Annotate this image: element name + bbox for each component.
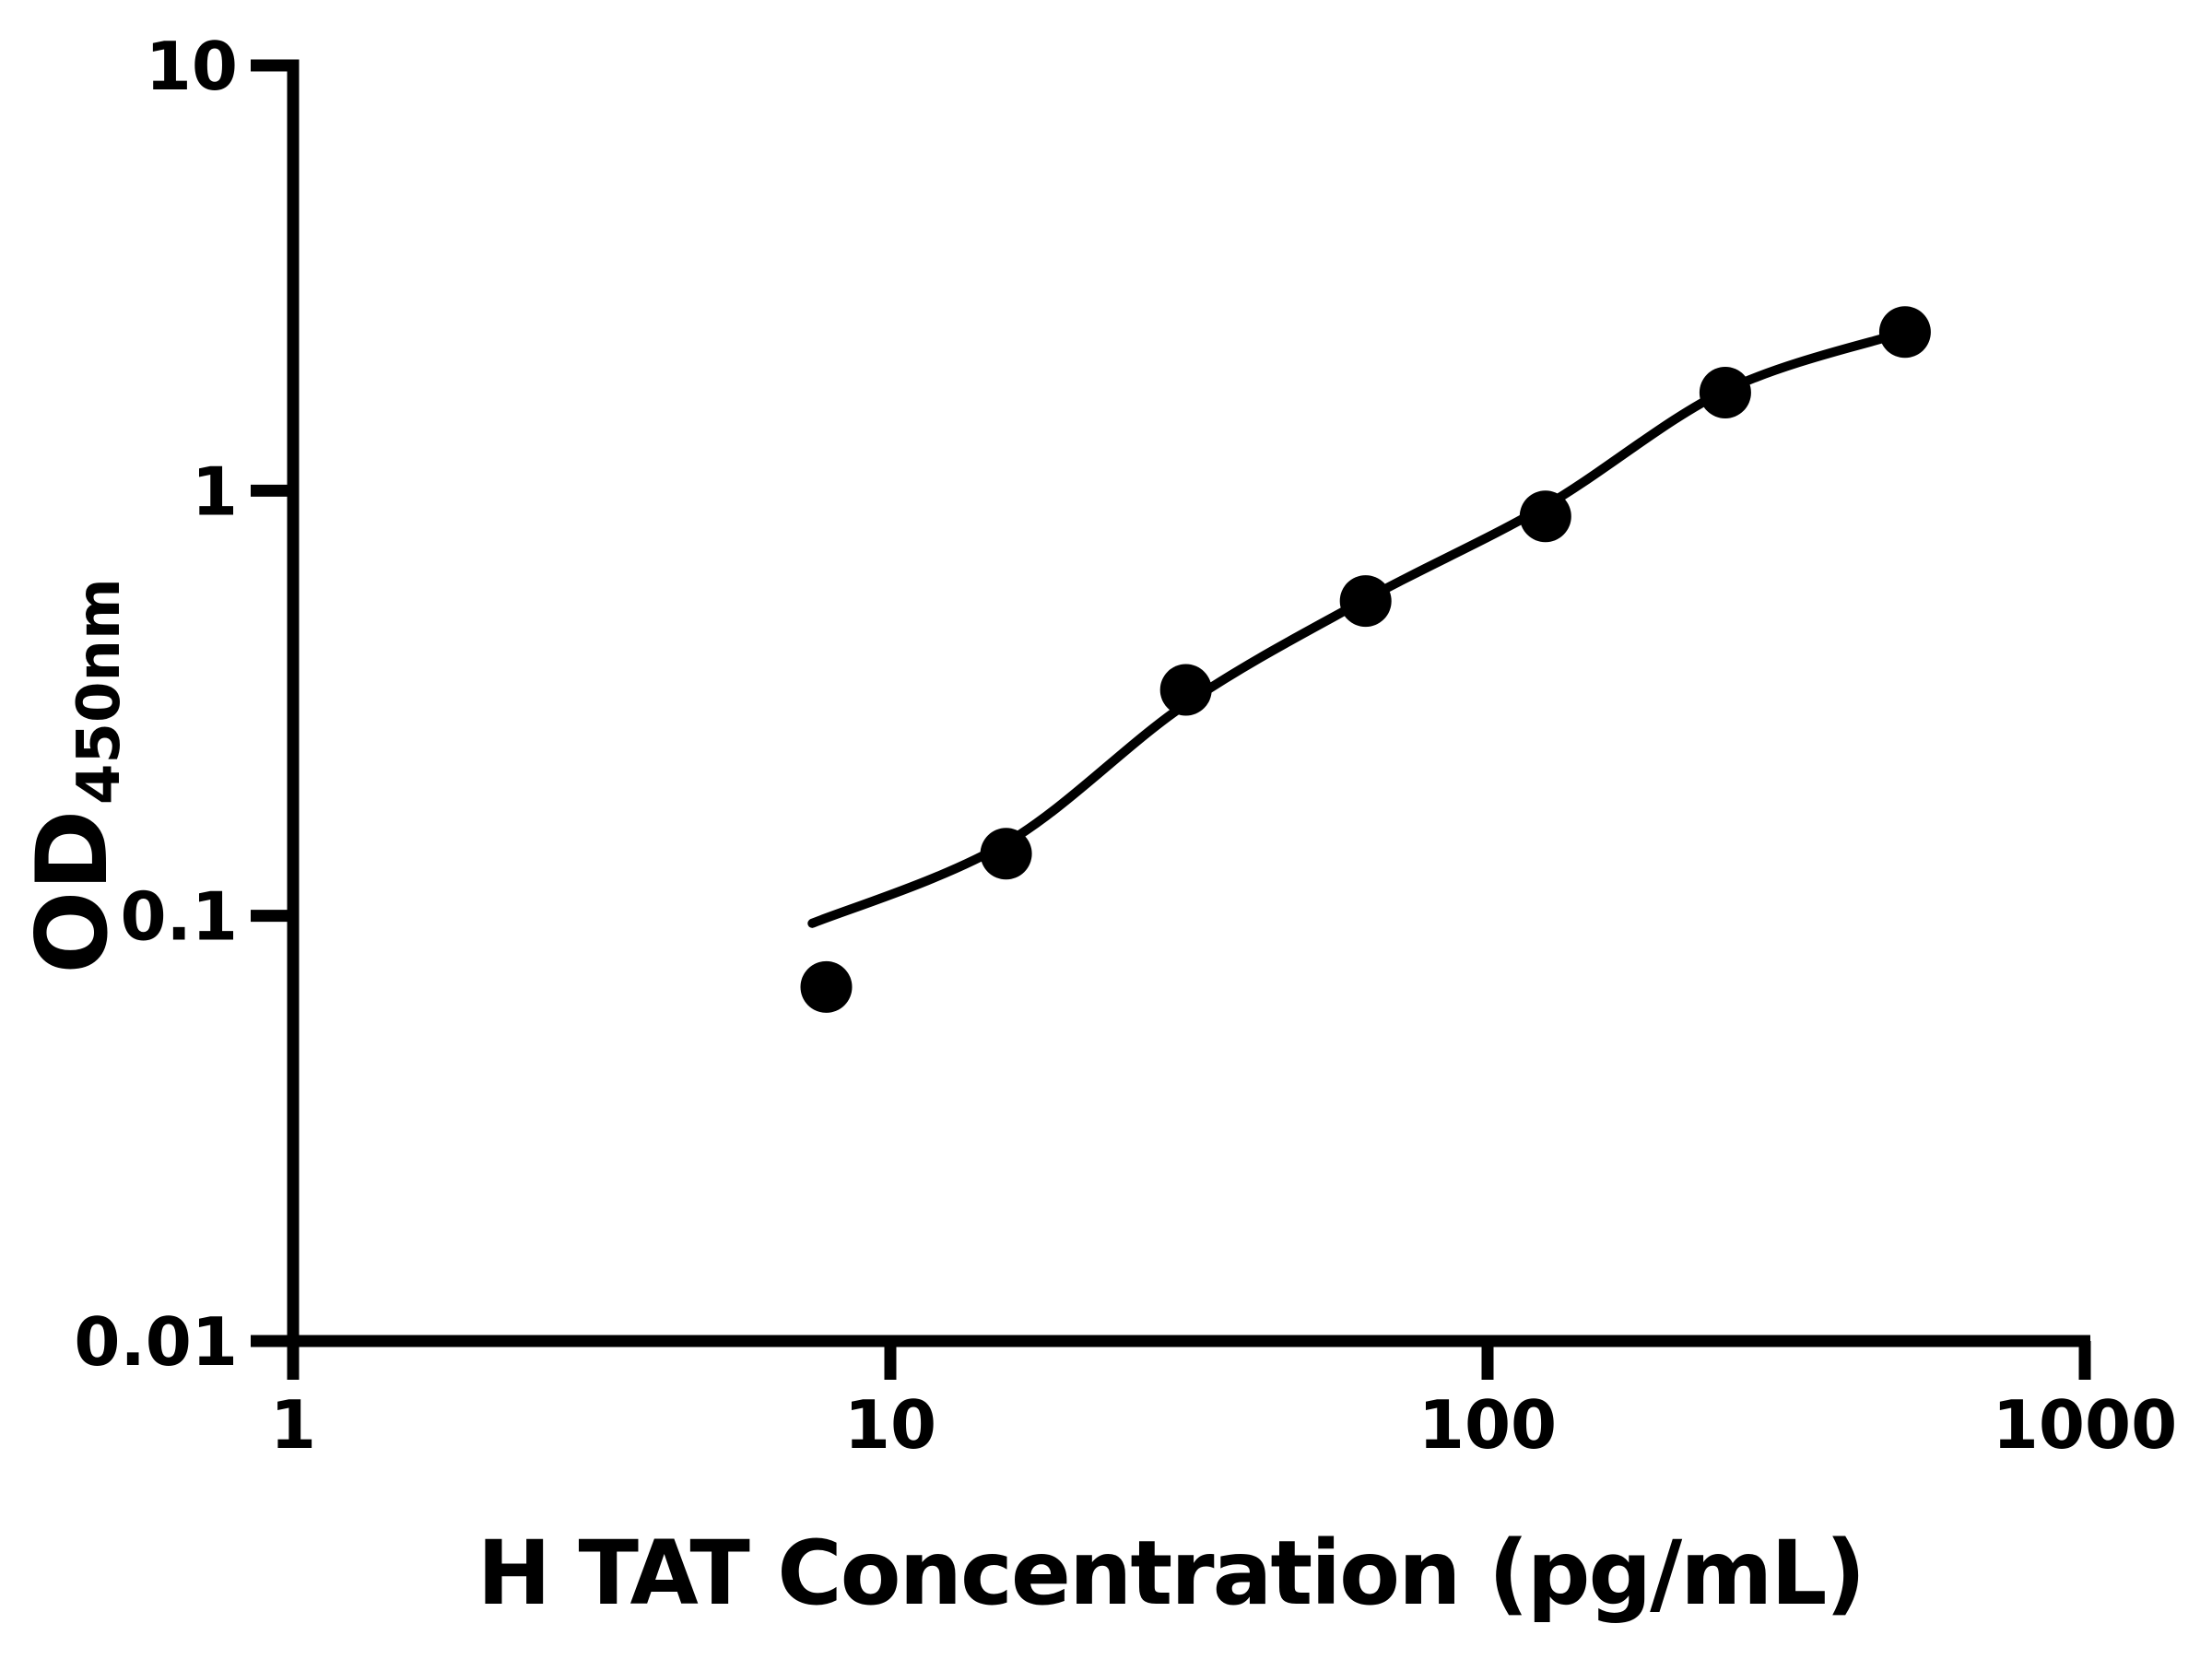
x-tick-label: 1 (270, 1386, 316, 1464)
y-axis-title-main: OD (16, 810, 129, 974)
data-point (1519, 490, 1571, 543)
data-point (1159, 664, 1212, 716)
x-tick-label: 10 (844, 1386, 936, 1464)
fit-curve (807, 327, 1910, 928)
data-point (1699, 367, 1751, 418)
y-axis-ticks: 10 1 0.1 0.01 (74, 28, 293, 1381)
data-point (1878, 306, 1931, 359)
x-tick-label: 100 (1418, 1386, 1557, 1464)
data-point (980, 828, 1032, 880)
y-axis-title-subscript: 450nm (65, 578, 134, 805)
y-tick-label: 10 (146, 28, 238, 105)
y-tick-label: 0.01 (74, 1303, 238, 1381)
y-tick-label: 0.1 (120, 878, 238, 956)
data-point (1339, 575, 1392, 628)
data-points (800, 306, 1931, 1013)
x-axis-title: H TAT Concentration (pg/mL) (477, 1522, 1865, 1625)
y-axis-title: OD 450nm (16, 578, 134, 974)
x-axis-ticks: 1 10 100 1000 (270, 1341, 2177, 1464)
x-tick-label: 1000 (1993, 1386, 2177, 1464)
y-tick-label: 1 (192, 453, 238, 530)
data-point (800, 960, 853, 1013)
